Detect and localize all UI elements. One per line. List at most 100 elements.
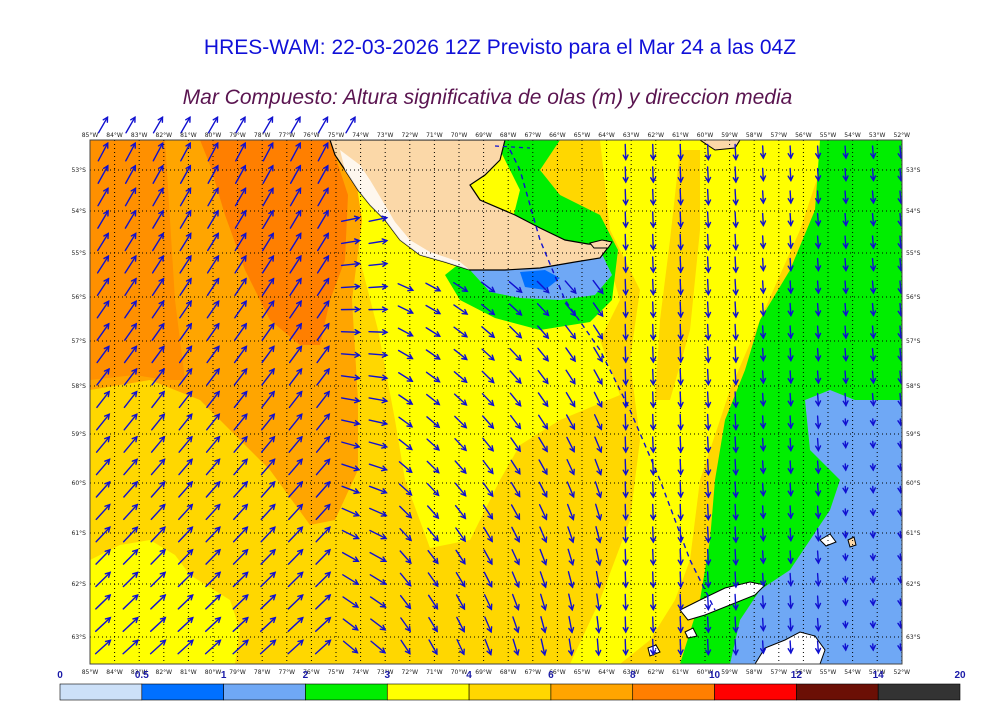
direction-arrow [870,347,877,362]
direction-arrow [787,370,794,385]
direction-arrow [842,643,849,652]
direction-arrow [842,212,849,227]
lon-label-top: 81°W [180,132,197,139]
direction-arrow [650,413,657,431]
direction-arrow [760,595,767,610]
direction-arrow [677,211,684,229]
direction-arrow [151,345,165,364]
lon-label-bottom: 54°W [844,669,861,676]
sea-8-10m-west [90,140,185,380]
direction-arrow [787,347,794,362]
lon-label-top: 58°W [746,132,763,139]
colorbar-tick-label: 10 [709,670,721,681]
direction-arrow [425,282,442,292]
lon-label-bottom: 74°W [352,669,369,676]
direction-arrow [870,190,877,205]
direction-arrow [564,280,577,295]
direction-arrow [842,485,849,494]
direction-arrow [842,302,849,317]
direction-arrow [677,256,684,274]
direction-arrow [207,187,219,207]
direction-arrow [316,277,330,297]
direction-arrow [177,616,194,633]
direction-arrow [510,459,521,475]
direction-arrow [125,141,136,162]
direction-arrow [288,503,304,521]
direction-arrow [341,419,361,427]
direction-arrow [705,571,712,589]
direction-arrow [425,371,441,383]
direction-arrow [287,526,304,543]
direction-arrow [207,164,219,184]
direction-arrow [869,530,876,539]
colorbar-tick-label: 12 [791,670,803,681]
direction-arrow [151,277,165,297]
direction-arrow [567,548,575,567]
direction-arrow [732,368,739,386]
direction-arrow [705,368,712,386]
direction-arrow [705,188,712,206]
direction-arrow [425,327,441,338]
direction-arrow [897,553,902,562]
direction-arrow [289,187,302,207]
direction-arrow [260,571,277,588]
colorbar-tick-label: 2 [303,670,309,681]
direction-arrow [340,306,361,313]
direction-arrow [677,593,684,611]
direction-arrow [760,370,767,385]
direction-arrow [787,257,794,272]
direction-arrow [897,620,902,629]
direction-arrow [815,572,822,587]
direction-arrow [455,527,466,543]
direction-arrow [538,436,548,453]
direction-arrow [124,232,137,252]
direction-arrow [152,141,164,162]
direction-arrow [815,415,822,430]
map-subtitle: Mar Compuesto: Altura significativa de o… [182,86,793,109]
lon-label-top: 59°W [721,132,738,139]
direction-arrow [536,302,550,317]
direction-arrow [453,326,469,338]
direction-arrow [593,369,603,386]
direction-arrow [622,211,629,229]
lon-label-bottom: 61°W [672,669,689,676]
direction-arrow [368,351,389,358]
direction-arrow [787,212,794,227]
direction-arrow [232,571,249,588]
direction-arrow [869,598,876,607]
direction-arrow [180,115,191,134]
direction-arrow [481,370,495,384]
direction-arrow [732,548,739,566]
direction-arrow [453,371,468,384]
direction-arrow [341,551,360,563]
direction-arrow [483,549,493,566]
direction-arrow [235,115,246,134]
direction-arrow [650,346,657,364]
direction-arrow [870,325,877,340]
lon-label-top: 56°W [795,132,812,139]
direction-arrow [122,526,139,543]
direction-arrow [95,458,111,476]
direction-arrow [232,594,249,610]
direction-arrow [342,640,359,654]
direction-arrow [705,458,712,476]
direction-arrow [368,463,388,472]
direction-arrow [152,209,164,229]
direction-arrow [340,283,361,290]
direction-arrow [288,435,303,453]
direction-arrow [622,571,629,589]
direction-arrow [592,324,604,340]
direction-arrow [288,367,303,386]
direction-arrow [426,416,441,429]
direction-arrow [760,280,767,295]
direction-arrow [179,164,192,184]
direction-arrow [622,233,629,251]
direction-arrow [842,370,849,385]
direction-arrow [235,141,246,162]
direction-arrow [677,323,684,341]
direction-arrow [481,303,496,316]
direction-arrow [95,435,111,453]
direction-arrow [123,345,138,364]
direction-arrow [207,232,220,252]
direction-arrow [705,301,712,319]
